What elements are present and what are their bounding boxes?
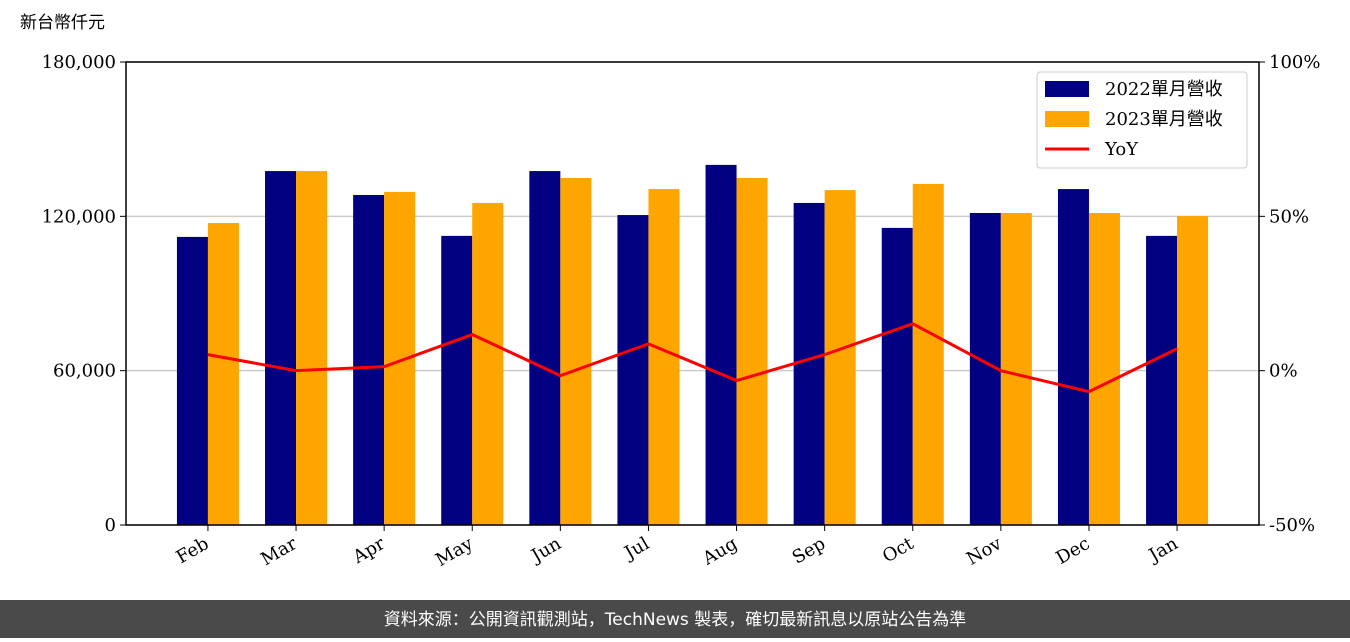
x-tick-label: Aug (698, 533, 741, 570)
footer: 資料來源：公開資訊觀測站，TechNews 製表，確切最新訊息以原站公告為準 (384, 610, 966, 630)
x-tick-label: Jun (526, 533, 565, 568)
bar (736, 178, 768, 526)
y2-tick-label: 50% (1269, 206, 1309, 227)
bar (265, 171, 297, 525)
legend-label: 2022單月營收 (1105, 79, 1223, 100)
legend-swatch (1045, 111, 1089, 127)
bar (824, 190, 856, 525)
bar (705, 164, 737, 525)
bar (1177, 216, 1209, 525)
bar (441, 235, 473, 526)
x-tick-label: Feb (173, 533, 213, 568)
legend-label: YoY (1104, 139, 1139, 160)
bar (207, 223, 239, 525)
bar (353, 194, 385, 525)
bar (881, 227, 913, 526)
y-tick-label: 60,000 (53, 361, 116, 382)
y-tick-label: 0 (105, 515, 116, 536)
x-tick-label: Mar (257, 533, 301, 570)
y2-tick-label: 0% (1269, 361, 1298, 382)
bar (648, 189, 680, 525)
bar (912, 183, 944, 525)
y2-tick-label: 100% (1269, 52, 1320, 73)
legend-label: 2023單月營收 (1105, 109, 1223, 130)
bar (1146, 235, 1178, 526)
y-tick-label: 180,000 (42, 52, 116, 73)
bar (617, 215, 649, 525)
x-tick-label: Dec (1053, 533, 1094, 569)
bar (472, 202, 504, 526)
bar (793, 202, 825, 526)
x-tick-label: Sep (789, 533, 829, 568)
bar (296, 171, 328, 525)
bar (1088, 212, 1120, 525)
bar (560, 178, 592, 526)
legend-box (1036, 71, 1248, 169)
y2-tick-label: -50% (1269, 515, 1315, 536)
x-tick-label: Apr (349, 533, 389, 568)
x-tick-label: Nov (963, 533, 1006, 570)
x-tick-label: Oct (879, 533, 918, 568)
x-tick-label: May (432, 533, 477, 571)
footer-bar (0, 600, 1350, 638)
y-tick-label: 120,000 (42, 206, 116, 227)
bar (176, 236, 208, 525)
x-tick-label: Jan (1144, 533, 1182, 567)
legend-swatch (1045, 81, 1089, 97)
bar (1000, 212, 1032, 525)
yoy-line (207, 322, 1178, 394)
y-axis-label: 新台幣仟元 (20, 13, 105, 33)
bar (529, 171, 561, 525)
bar (1057, 189, 1089, 525)
x-tick-label: Jul (619, 533, 653, 565)
plot-frame (125, 61, 1260, 526)
